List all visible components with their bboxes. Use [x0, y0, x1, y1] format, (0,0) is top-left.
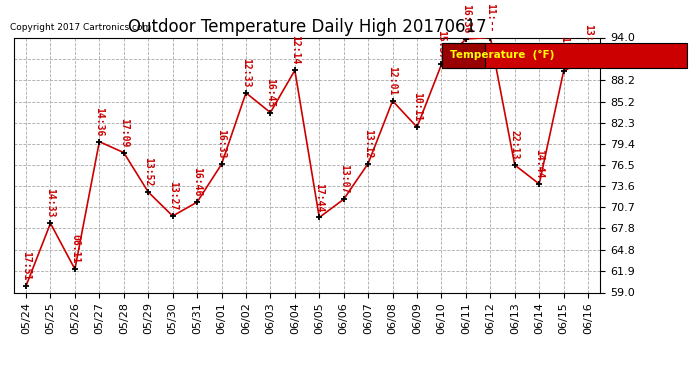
Text: 17:09: 17:09	[119, 118, 129, 147]
Text: 13:52: 13:52	[144, 157, 153, 186]
Text: 16:36: 16:36	[461, 4, 471, 33]
Text: 14:33: 14:33	[46, 188, 55, 218]
Text: 12:14: 12:14	[290, 35, 300, 65]
Text: 13:27: 13:27	[168, 181, 177, 210]
Text: 13:12: 13:12	[363, 129, 373, 158]
Title: Outdoor Temperature Daily High 20170617: Outdoor Temperature Daily High 20170617	[128, 18, 486, 36]
Text: 16:46: 16:46	[192, 167, 202, 196]
Text: 13:--: 13:--	[583, 24, 593, 53]
Text: 14:36: 14:36	[95, 107, 104, 136]
Text: 11:--: 11:--	[485, 3, 495, 32]
Text: 10:11: 10:11	[412, 92, 422, 122]
Text: 12:01: 12:01	[388, 66, 397, 95]
Text: 16:33: 16:33	[217, 129, 226, 159]
Text: Copyright 2017 Cartronics.com: Copyright 2017 Cartronics.com	[10, 22, 152, 32]
Text: 16:45: 16:45	[266, 78, 275, 107]
Text: 14:44: 14:44	[534, 149, 544, 178]
Text: 06:11: 06:11	[70, 234, 80, 264]
Text: 22:13: 22:13	[510, 130, 520, 159]
Text: 17:44: 17:44	[314, 183, 324, 212]
Text: 11:25: 11:25	[559, 36, 569, 66]
Text: 17:51: 17:51	[21, 251, 31, 280]
Text: 15:37: 15:37	[437, 30, 446, 59]
Text: 13:07: 13:07	[339, 164, 348, 194]
Text: 12:33: 12:33	[241, 58, 251, 87]
Text: Temperature  (°F): Temperature (°F)	[450, 50, 555, 60]
